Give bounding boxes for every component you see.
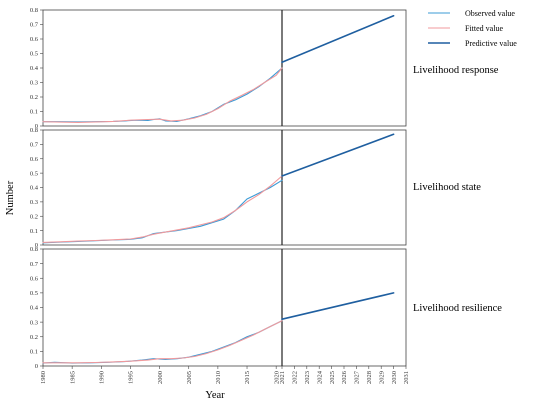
x-tick-label: 2000 — [157, 371, 164, 384]
panel-label: Livelihood response — [413, 65, 499, 76]
x-tick-label: 2022 — [292, 371, 299, 384]
y-tick-label: 0 — [35, 363, 38, 370]
y-tick-label: 0.6 — [30, 275, 39, 282]
x-tick-label: 2021 — [279, 371, 286, 384]
y-tick-label: 0.4 — [30, 305, 39, 312]
y-tick-label: 0.1 — [30, 349, 38, 356]
observed-line — [42, 67, 283, 123]
x-tick-label: 2026 — [341, 370, 348, 384]
y-tick-label: 0.8 — [30, 246, 38, 253]
panel-3: 0 0.1 0.2 0.3 0.4 0.5 0.6 0.7 0.8 Livelihood resi… — [30, 246, 502, 370]
y-tick-label: 0.5 — [30, 290, 38, 297]
x-tick-label: 2025 — [329, 371, 336, 384]
predictive-line — [281, 292, 395, 321]
x-tick-label: 1985 — [69, 371, 76, 384]
y-tick-label: 0.2 — [30, 94, 38, 101]
y-tick-label: 0 — [35, 123, 38, 130]
y-tick-label: 0.6 — [30, 36, 39, 43]
x-tick-label: 2020 — [273, 371, 280, 384]
y-axis-title: Number — [5, 180, 16, 215]
panel-label: Livelihood state — [413, 182, 481, 193]
fitted-line — [42, 175, 283, 243]
observed-line — [42, 320, 283, 364]
y-tick-label: 0.2 — [30, 334, 38, 341]
y-tick-label: 0.4 — [30, 185, 39, 192]
x-tick-label: 2030 — [391, 371, 398, 384]
legend-item: Fitted value — [428, 24, 503, 33]
y-tick-label: 0.8 — [30, 7, 38, 14]
predictive-line — [281, 15, 395, 64]
legend-item: Observed value — [428, 9, 515, 18]
predictive-line — [281, 133, 395, 177]
x-tick-label: 2027 — [354, 370, 361, 384]
panel-1: 0 0.1 0.2 0.3 0.4 0.5 0.6 0.7 0.8 Livelihood resp… — [30, 7, 499, 130]
y-tick-label: 0.8 — [30, 127, 38, 134]
y-tick-label: 0.3 — [30, 199, 38, 206]
y-tick-label: 0 — [35, 242, 38, 249]
x-tick-label: 2031 — [403, 371, 410, 384]
panel-2: 0 0.1 0.2 0.3 0.4 0.5 0.6 0.7 0.8 Livelihood stat… — [30, 127, 481, 249]
x-tick-label: 2029 — [378, 371, 385, 384]
legend-label: Predictive value — [465, 39, 517, 48]
x-tick-label: 2015 — [244, 371, 251, 384]
x-tick-label: 1995 — [128, 371, 135, 384]
x-axis-title: Year — [205, 390, 225, 401]
legend-label: Fitted value — [465, 24, 503, 33]
y-tick-label: 0.2 — [30, 213, 38, 220]
y-tick-label: 0.1 — [30, 228, 38, 235]
y-tick-label: 0.7 — [30, 142, 39, 149]
y-tick-label: 0.5 — [30, 170, 38, 177]
observed-line — [42, 179, 283, 244]
x-tick-label: 2010 — [215, 371, 222, 384]
x-tick-label: 2023 — [304, 371, 311, 384]
y-tick-label: 0.3 — [30, 319, 38, 326]
y-tick-label: 0.6 — [30, 156, 39, 163]
panel-frame — [42, 9, 407, 127]
panel-frame — [42, 248, 407, 367]
x-tick-label: 2005 — [186, 371, 193, 384]
x-tick-label: 2028 — [366, 371, 373, 384]
legend-label: Observed value — [465, 9, 515, 18]
y-tick-label: 0.5 — [30, 51, 38, 58]
y-tick-label: 0.7 — [30, 261, 39, 268]
x-tick-label: 1980 — [40, 371, 47, 384]
legend-item: Predictive value — [428, 39, 517, 48]
y-tick-label: 0.1 — [30, 109, 38, 116]
y-tick-label: 0.4 — [30, 65, 39, 72]
fitted-line — [42, 320, 283, 364]
panel-label: Livelihood resilience — [413, 303, 502, 314]
fitted-line — [42, 67, 283, 123]
panel-frame — [42, 129, 407, 246]
x-tick-label: 1990 — [98, 371, 105, 384]
y-tick-label: 0.3 — [30, 80, 38, 87]
x-tick-label: 2024 — [316, 370, 323, 384]
y-tick-label: 0.7 — [30, 22, 39, 29]
